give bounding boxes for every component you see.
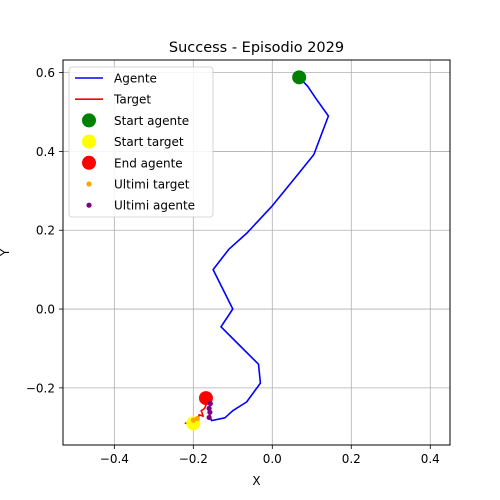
legend-label-agente: Agente (114, 72, 157, 86)
marker-ultimi-target (190, 417, 196, 423)
x-tick-label: −0.2 (179, 452, 208, 466)
legend-swatch-start-target (82, 134, 96, 149)
legend-swatch-ultimi-target (86, 181, 92, 187)
x-tick-label: 0.4 (421, 452, 440, 466)
plot-frame (62, 59, 451, 446)
marker-ultimi-agente (207, 409, 213, 415)
plot-series (184, 70, 330, 431)
y-tick-label: 0.2 (36, 224, 55, 238)
y-tick-label: −0.2 (26, 381, 55, 395)
legend-swatch-end-agente (82, 155, 96, 170)
marker-ultimi-target (194, 415, 200, 422)
y-axis-label: Y (0, 248, 12, 257)
x-tick-label: 0.0 (263, 452, 282, 466)
axis-ticks: −0.4 −0.2 0.0 0.2 0.4 −0.2 0.0 0.2 0.4 0.6 (26, 66, 440, 466)
x-tick-label: 0.2 (342, 452, 361, 466)
legend-label-start-target: Start target (114, 135, 184, 149)
legend-frame (68, 66, 214, 218)
y-tick-label: 0.6 (36, 66, 55, 80)
chart-title: Success - Episodio 2029 (169, 40, 344, 56)
y-tick-label: 0.4 (36, 145, 55, 159)
legend-label-target: Target (113, 93, 151, 107)
x-axis-label: X (252, 474, 260, 488)
legend-label-end-agente: End agente (114, 156, 183, 170)
legend-label-ultimi-target: Ultimi target (114, 178, 190, 192)
legend-label-start-agente: Start agente (114, 114, 189, 128)
marker-ultimi-agente (207, 401, 213, 407)
legend: Agente Target Start agente Start target End … (68, 66, 214, 218)
marker-start-agente (292, 70, 307, 85)
y-tick-label: 0.0 (36, 303, 55, 317)
x-tick-label: −0.4 (100, 452, 129, 466)
legend-swatch-start-agente (82, 113, 96, 128)
legend-swatch-ultimi-agente (86, 202, 92, 208)
legend-label-ultimi-agente: Ultimi agente (114, 199, 195, 213)
series-line-agente (208, 76, 330, 422)
marker-ultimi-agente (206, 414, 212, 421)
marker-ultimi-agente (206, 405, 212, 411)
